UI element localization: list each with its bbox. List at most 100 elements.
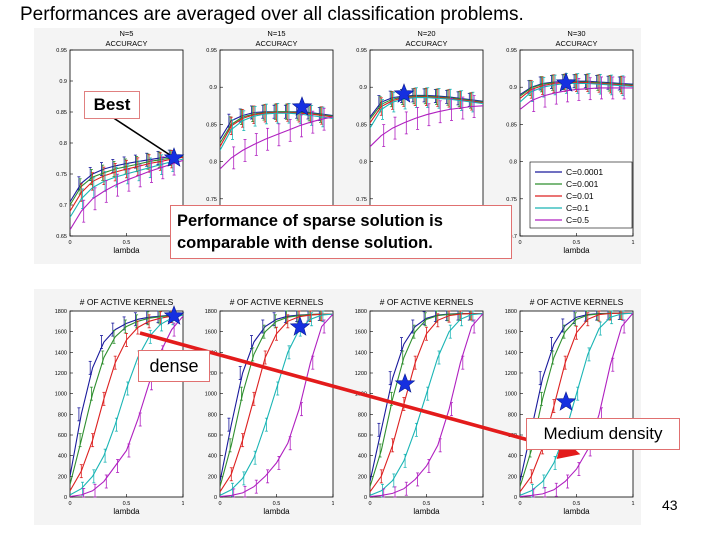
y-tick-label: 0 <box>214 495 217 501</box>
chart-title: N=15 <box>267 29 285 38</box>
y-tick-label: 800 <box>58 412 67 418</box>
plot-area <box>519 310 634 498</box>
y-tick-label: 0.75 <box>506 197 517 203</box>
highlight-star-icon <box>393 83 415 103</box>
y-tick-label: 1800 <box>205 309 217 315</box>
chart-title: # OF ACTIVE KERNELS <box>80 297 174 307</box>
chart-title: N=30 <box>567 29 585 38</box>
legend-entry: C=0.001 <box>566 179 599 189</box>
y-tick-label: 0.95 <box>56 48 67 54</box>
series-line-c-0-1 <box>520 312 633 496</box>
x-tick-label: 1 <box>631 501 634 507</box>
x-tick-label: 1 <box>181 501 184 507</box>
y-tick-label: 400 <box>208 454 217 460</box>
y-tick-label: 1600 <box>205 330 217 336</box>
y-tick-label: 600 <box>58 433 67 439</box>
highlight-star-icon <box>163 147 185 167</box>
x-tick-label: 0 <box>368 501 371 507</box>
medium-density-callout: Medium density <box>526 418 680 450</box>
y-tick-label: 200 <box>358 474 367 480</box>
x-tick-label: 0 <box>518 501 521 507</box>
y-tick-label: 1200 <box>505 371 517 377</box>
y-tick-label: 0 <box>364 495 367 501</box>
x-axis-label: lambda <box>113 507 140 516</box>
x-tick-label: 1 <box>481 501 484 507</box>
y-tick-label: 0.85 <box>206 122 217 128</box>
legend-box <box>529 161 633 229</box>
y-tick-label: 1400 <box>55 350 67 356</box>
series-line-c-0-5 <box>220 116 333 170</box>
x-tick-label: 0.5 <box>123 501 131 507</box>
y-tick-label: 400 <box>58 454 67 460</box>
x-tick-label: 0.5 <box>273 501 281 507</box>
y-tick-label: 0.95 <box>356 48 367 54</box>
y-tick-label: 400 <box>358 454 367 460</box>
x-axis-label: lambda <box>263 507 290 516</box>
chart-subtitle: ACCURACY <box>255 39 297 48</box>
y-tick-label: 0.65 <box>56 234 67 240</box>
y-tick-label: 0.95 <box>506 48 517 54</box>
x-tick-label: 0.5 <box>573 240 581 246</box>
series-line-c-0-1 <box>520 82 633 103</box>
y-tick-label: 0.75 <box>206 197 217 203</box>
legend-entry: C=0.0001 <box>566 167 603 177</box>
chart-title: # OF ACTIVE KERNELS <box>380 297 474 307</box>
x-tick-label: 0.5 <box>123 240 131 246</box>
y-tick-label: 800 <box>508 412 517 418</box>
x-tick-label: 1 <box>631 240 634 246</box>
y-tick-label: 1200 <box>355 371 367 377</box>
y-tick-label: 200 <box>58 474 67 480</box>
chart-6: # OF ACTIVE KERNELS 0 200 400 600 800 1000 1200… <box>184 289 341 525</box>
series-line-c-0-5 <box>370 313 483 497</box>
dense-callout: dense <box>138 350 210 382</box>
y-tick-label: 1000 <box>205 392 217 398</box>
chart-5: # OF ACTIVE KERNELS 0 200 400 600 800 1000 1200… <box>34 289 191 525</box>
chart-title: N=5 <box>120 29 134 38</box>
x-tick-label: 0 <box>218 501 221 507</box>
y-tick-label: 0.85 <box>56 110 67 116</box>
series-line-c-0-1 <box>220 112 333 151</box>
y-tick-label: 0.9 <box>509 85 517 91</box>
highlight-star-icon <box>555 72 577 92</box>
y-tick-label: 1000 <box>505 392 517 398</box>
density-arrow <box>139 331 581 459</box>
sparse-callout-line1: Performance of sparse solution is <box>177 212 443 230</box>
series-line-c-0-5 <box>520 312 633 497</box>
legend-entry: C=0.01 <box>566 191 594 201</box>
best-callout: Best <box>84 91 140 119</box>
highlight-star-icon <box>394 373 416 393</box>
y-tick-label: 0 <box>514 495 517 501</box>
legend: C=0.0001 C=0.001 C=0.01 C=0.1 C=0.5 <box>529 161 633 229</box>
y-tick-label: 1400 <box>505 350 517 356</box>
series-line-c-0-5 <box>520 87 633 110</box>
y-tick-label: 600 <box>358 433 367 439</box>
y-tick-label: 0.85 <box>356 122 367 128</box>
x-axis-label: lambda <box>413 507 440 516</box>
x-tick-label: 0 <box>68 240 71 246</box>
x-tick-label: 0 <box>68 501 71 507</box>
y-tick-label: 0.7 <box>509 234 517 240</box>
x-tick-label: 0 <box>518 240 521 246</box>
y-tick-label: 1600 <box>355 330 367 336</box>
y-tick-label: 800 <box>208 412 217 418</box>
y-tick-label: 0.9 <box>59 79 67 85</box>
chart-title: # OF ACTIVE KERNELS <box>530 297 624 307</box>
y-tick-label: 0.9 <box>359 85 367 91</box>
y-tick-label: 0.8 <box>509 160 517 166</box>
x-tick-label: 0.5 <box>573 501 581 507</box>
y-tick-label: 0.75 <box>56 172 67 178</box>
series-line-c-0-1 <box>70 158 183 218</box>
chart-title: N=20 <box>417 29 435 38</box>
y-tick-label: 200 <box>508 474 517 480</box>
chart-subtitle: ACCURACY <box>105 39 147 48</box>
series-line-c-0-1 <box>220 313 333 496</box>
highlight-star-icon <box>289 316 311 336</box>
slide-number: 43 <box>662 497 678 513</box>
plot-area <box>219 310 334 498</box>
series-line-c-0-1 <box>370 97 483 129</box>
y-tick-label: 200 <box>208 474 217 480</box>
y-tick-label: 1800 <box>505 309 517 315</box>
highlight-star-icon <box>291 96 313 116</box>
